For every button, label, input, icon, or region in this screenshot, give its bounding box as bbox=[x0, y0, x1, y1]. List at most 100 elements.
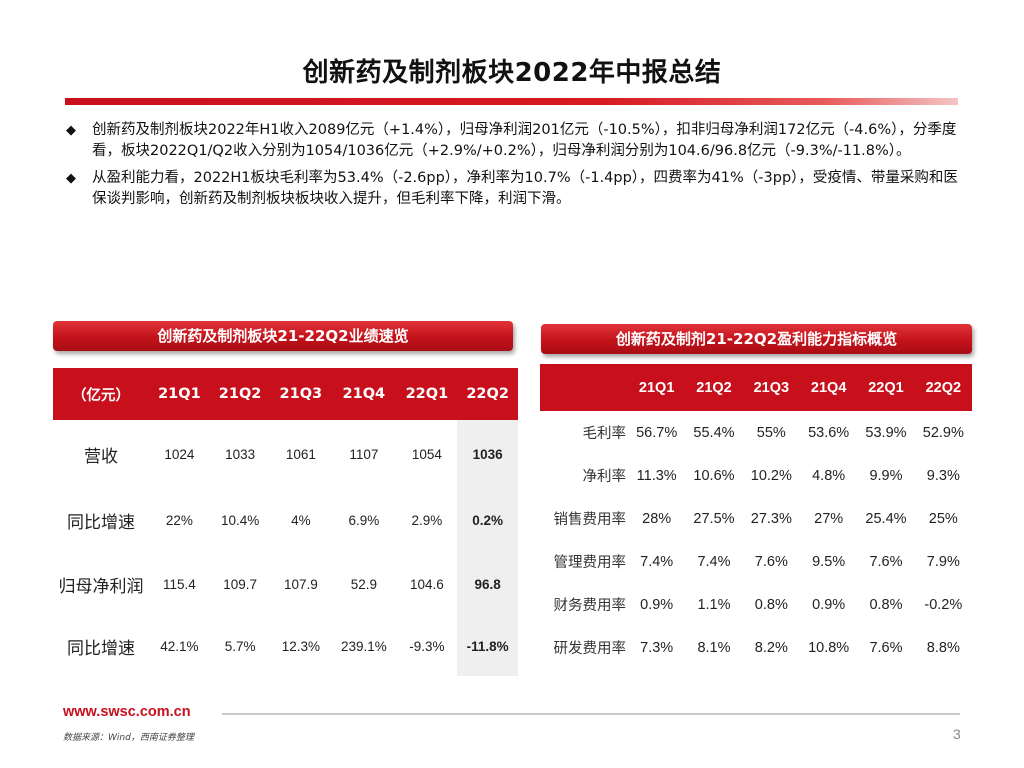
table-cell: 42.1% bbox=[160, 638, 199, 654]
bullet-text: 创新药及制剂板块2022年H1收入2089亿元（+1.4%），归母净利润201亿… bbox=[92, 122, 957, 159]
table-header-row: （亿元） 21Q1 21Q2 21Q3 21Q4 22Q1 22Q2 bbox=[53, 368, 518, 420]
column-header: 21Q4 bbox=[799, 364, 858, 411]
table-cell: 239.1% bbox=[340, 638, 387, 654]
table-row: 研发费用率 7.3% 8.1% 8.2% 10.8% 7.6% 8.8% bbox=[540, 626, 972, 669]
table-cell: 0.8% bbox=[869, 596, 903, 613]
diamond-bullet-icon: ◆ bbox=[66, 123, 76, 138]
right-table-heading: 创新药及制剂21-22Q2盈利能力指标概览 bbox=[541, 324, 972, 354]
table-cell: 7.6% bbox=[869, 639, 903, 656]
table-cell: 10.6% bbox=[693, 467, 735, 484]
column-header: 21Q2 bbox=[209, 368, 271, 420]
table-cell: 27% bbox=[814, 510, 844, 527]
table-cell: 7.4% bbox=[697, 553, 731, 570]
table-cell: 0.9% bbox=[640, 596, 674, 613]
table-cell: 1054 bbox=[411, 446, 442, 462]
table-cell: 4.8% bbox=[812, 467, 846, 484]
table-row: 财务费用率 0.9% 1.1% 0.8% 0.9% 0.8% -0.2% bbox=[540, 583, 972, 626]
table-cell: 8.2% bbox=[754, 639, 788, 656]
column-header: 21Q3 bbox=[270, 368, 332, 420]
left-table-heading: 创新药及制剂板块21-22Q2业绩速览 bbox=[53, 321, 513, 351]
column-header: 21Q1 bbox=[149, 368, 210, 420]
table-cell: 52.9 bbox=[350, 576, 377, 592]
bullet-item: ◆ 从盈利能力看，2022H1板块毛利率为53.4%（-2.6pp），净利率为1… bbox=[64, 168, 964, 210]
table-cell: 0.9% bbox=[812, 596, 846, 613]
row-label: 归母净利润 bbox=[58, 576, 144, 597]
table-cell: 2.9% bbox=[411, 512, 443, 528]
table-cell: 27.5% bbox=[693, 510, 735, 527]
table-cell: 104.6 bbox=[409, 576, 444, 592]
table-cell: 1061 bbox=[285, 446, 316, 462]
table-cell: 107.9 bbox=[283, 576, 318, 592]
page-title: 创新药及制剂板块2022年中报总结 bbox=[302, 58, 722, 88]
table-cell: 1.1% bbox=[697, 596, 731, 613]
page-number: 3 bbox=[953, 726, 961, 742]
table-cell: 10.2% bbox=[750, 467, 792, 484]
table-cell: 55% bbox=[756, 424, 786, 441]
table-cell: 12.3% bbox=[281, 638, 320, 654]
table-cell: 25.4% bbox=[865, 510, 907, 527]
highlighted-cell: 1036 bbox=[457, 420, 518, 488]
title-underline bbox=[65, 98, 958, 105]
table-cell: 1024 bbox=[164, 446, 195, 462]
table-cell: 1033 bbox=[225, 446, 256, 462]
table-cell: 7.4% bbox=[640, 553, 674, 570]
data-source-note: 数据来源：Wind，西南证券整理 bbox=[63, 733, 194, 743]
column-header: 22Q2 bbox=[914, 364, 972, 411]
row-label: 同比增速 bbox=[67, 512, 135, 533]
table-cell: 8.8% bbox=[926, 639, 960, 656]
table-cell: 9.3% bbox=[926, 467, 960, 484]
table-row: 同比增速 22% 10.4% 4% 6.9% 2.9% 0.2% bbox=[53, 488, 518, 552]
table-cell: 7.6% bbox=[754, 553, 788, 570]
table-cell: 22% bbox=[165, 512, 193, 528]
row-label: 研发费用率 bbox=[553, 641, 627, 657]
table-cell: 9.9% bbox=[869, 467, 903, 484]
table-cell: 0.8% bbox=[754, 596, 788, 613]
footer-divider bbox=[222, 713, 960, 715]
row-label: 管理费用率 bbox=[553, 555, 627, 571]
summary-bullets: ◆ 创新药及制剂板块2022年H1收入2089亿元（+1.4%），归母净利润20… bbox=[64, 120, 964, 216]
row-label: 净利率 bbox=[582, 469, 627, 485]
table-cell: 53.6% bbox=[808, 424, 850, 441]
footer-website-link[interactable]: www.swsc.com.cn bbox=[63, 704, 191, 720]
profitability-table: 21Q1 21Q2 21Q3 21Q4 22Q1 22Q2 毛利率 56.7% … bbox=[540, 364, 972, 669]
table-cell: 7.6% bbox=[869, 553, 903, 570]
table-cell: 56.7% bbox=[636, 424, 678, 441]
table-cell: 55.4% bbox=[693, 424, 735, 441]
unit-header: （亿元） bbox=[53, 368, 149, 420]
bullet-text: 从盈利能力看，2022H1板块毛利率为53.4%（-2.6pp），净利率为10.… bbox=[92, 170, 958, 207]
table-cell: -9.3% bbox=[409, 638, 445, 654]
row-label: 毛利率 bbox=[582, 426, 627, 442]
table-cell: 25% bbox=[928, 510, 958, 527]
column-header: 22Q1 bbox=[857, 364, 915, 411]
table-cell: 10.8% bbox=[808, 639, 850, 656]
column-header: 21Q3 bbox=[742, 364, 800, 411]
table-row: 净利率 11.3% 10.6% 10.2% 4.8% 9.9% 9.3% bbox=[540, 454, 972, 497]
table-row: 管理费用率 7.4% 7.4% 7.6% 9.5% 7.6% 7.9% bbox=[540, 540, 972, 583]
table-cell: 7.9% bbox=[926, 553, 960, 570]
table-row: 同比增速 42.1% 5.7% 12.3% 239.1% -9.3% -11.8… bbox=[53, 616, 518, 676]
table-cell: 5.7% bbox=[224, 638, 256, 654]
table-cell: 115.4 bbox=[162, 576, 196, 592]
table-row: 归母净利润 115.4 109.7 107.9 52.9 104.6 96.8 bbox=[53, 552, 518, 616]
table-cell: 9.5% bbox=[812, 553, 846, 570]
table-cell: 109.7 bbox=[223, 576, 257, 592]
column-header: 22Q2 bbox=[457, 368, 518, 420]
row-label: 财务费用率 bbox=[553, 598, 627, 614]
column-header: 22Q1 bbox=[396, 368, 458, 420]
column-header: 21Q1 bbox=[628, 364, 686, 411]
table-cell: 11.3% bbox=[636, 467, 677, 484]
diamond-bullet-icon: ◆ bbox=[66, 171, 76, 186]
table-cell: 6.9% bbox=[348, 512, 380, 528]
table-header-row: 21Q1 21Q2 21Q3 21Q4 22Q1 22Q2 bbox=[540, 364, 972, 411]
table-cell: 27.3% bbox=[750, 510, 792, 527]
row-label: 营收 bbox=[84, 446, 118, 467]
table-cell: 10.4% bbox=[220, 512, 260, 528]
table-cell: 7.3% bbox=[640, 639, 674, 656]
table-cell: 4% bbox=[291, 512, 311, 528]
highlighted-cell: -11.8% bbox=[457, 616, 518, 676]
table-row: 销售费用率 28% 27.5% 27.3% 27% 25.4% 25% bbox=[540, 497, 972, 540]
row-label: 同比增速 bbox=[67, 638, 135, 659]
column-header: 21Q4 bbox=[331, 368, 397, 420]
table-cell: 53.9% bbox=[865, 424, 907, 441]
table-row: 毛利率 56.7% 55.4% 55% 53.6% 53.9% 52.9% bbox=[540, 411, 972, 454]
